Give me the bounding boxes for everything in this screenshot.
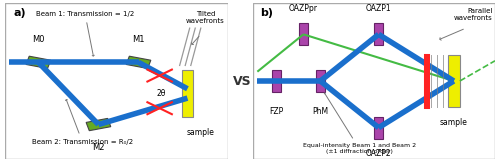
Text: OAZPpr: OAZPpr	[289, 4, 318, 13]
Bar	[26, 56, 50, 69]
Text: 2θ: 2θ	[156, 89, 166, 98]
Text: Beam 2: Transmission = R₀/2: Beam 2: Transmission = R₀/2	[32, 100, 133, 145]
Text: M1: M1	[132, 35, 145, 44]
Text: OAZP1: OAZP1	[366, 4, 392, 13]
Text: Tilted
wavefronts: Tilted wavefronts	[186, 11, 224, 24]
Bar	[126, 56, 151, 69]
Text: sample: sample	[440, 118, 468, 127]
Text: OAZP2: OAZP2	[366, 149, 392, 158]
Bar	[448, 55, 460, 107]
Text: b): b)	[260, 8, 273, 18]
Text: M0: M0	[32, 35, 44, 44]
Text: Equal-intensity Beam 1 and Beam 2
(±1 diffraction order): Equal-intensity Beam 1 and Beam 2 (±1 di…	[302, 93, 416, 154]
Bar	[316, 70, 325, 92]
Text: PhM: PhM	[312, 107, 328, 116]
Bar	[374, 23, 383, 45]
Bar	[86, 118, 111, 131]
Bar	[182, 70, 193, 117]
Text: VS: VS	[233, 75, 252, 87]
Text: sample: sample	[187, 128, 214, 137]
Bar	[374, 117, 383, 139]
Text: Parallel
wavefronts: Parallel wavefronts	[454, 8, 492, 21]
Text: M2: M2	[92, 143, 104, 152]
Bar	[299, 23, 308, 45]
Text: FZP: FZP	[270, 107, 284, 116]
Text: a): a)	[14, 8, 26, 18]
Text: Beam 1: Transmission = 1/2: Beam 1: Transmission = 1/2	[36, 11, 134, 56]
Bar	[272, 70, 281, 92]
